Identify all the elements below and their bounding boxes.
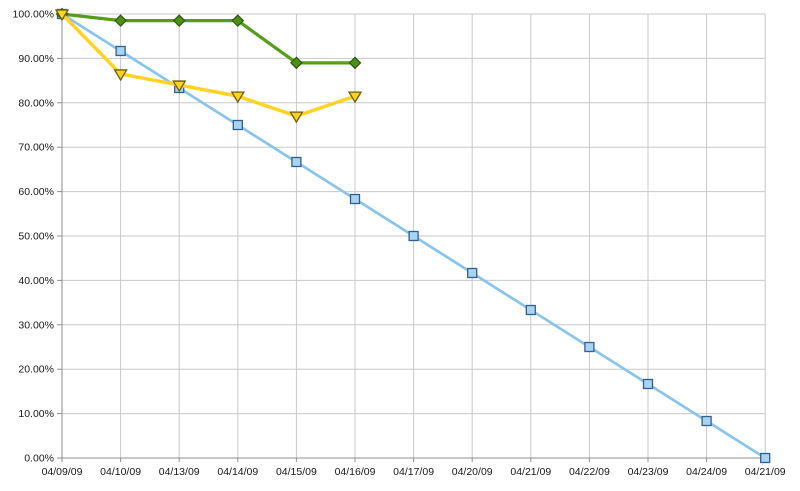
square-marker: [408, 230, 419, 242]
triangle-down-marker: [347, 91, 363, 104]
x-axis-tick-label: 04/22/09: [569, 466, 610, 478]
series-yellow-triangles: [54, 9, 363, 124]
diamond-marker: [172, 14, 186, 28]
square-marker: [349, 193, 361, 205]
triangle-down-marker: [172, 80, 187, 93]
x-axis-tick-label: 04/20/09: [452, 466, 493, 478]
x-axis-tick-label: 04/16/09: [335, 466, 376, 478]
diamond-marker: [231, 14, 245, 28]
triangle-down-marker: [289, 111, 304, 124]
triangle-down-marker: [54, 9, 70, 22]
x-axis-tick-label: 04/21/09: [510, 466, 551, 478]
y-axis-tick-label: 70.00%: [18, 142, 54, 154]
diamond-marker: [114, 14, 127, 28]
y-axis-tick-label: 50.00%: [18, 231, 54, 243]
diamond-marker: [290, 56, 303, 70]
y-axis-tick-label: 90.00%: [18, 53, 54, 65]
y-axis-labels: 0.00% 10.00% 20.00% 30.00% 40.00% 50.00% 60.00…: [13, 9, 62, 465]
square-marker: [115, 45, 126, 57]
x-axis-tick-label: 04/24/09: [686, 466, 727, 478]
square-marker: [525, 304, 536, 316]
y-axis-tick-label: 100.00%: [13, 9, 54, 21]
y-axis-tick-label: 30.00%: [18, 319, 54, 331]
triangle-down-marker: [230, 91, 245, 104]
x-axis-tick-label: 04/09/09: [42, 466, 83, 478]
y-axis-tick-label: 10.00%: [18, 408, 54, 420]
x-axis-tick-label: 04/14/09: [217, 466, 258, 478]
x-axis-tick-label: 04/17/09: [393, 466, 434, 478]
x-axis-tick-label: 04/15/09: [276, 466, 317, 478]
x-axis-tick-label: 04/13/09: [159, 466, 200, 478]
y-axis-tick-label: 60.00%: [18, 186, 54, 198]
square-marker: [584, 341, 595, 353]
y-axis-tick-label: 20.00%: [18, 364, 54, 376]
x-axis-tick-label: 04/10/09: [100, 466, 141, 478]
square-marker: [232, 119, 243, 131]
square-marker: [642, 378, 654, 390]
x-axis-tick-label: 04/21/09: [745, 466, 786, 478]
x-axis-tick-label: 04/23/09: [628, 466, 669, 478]
triangle-down-marker: [113, 69, 128, 82]
x-axis-labels: 04/09/09 04/10/09 04/13/09 04/14/09 04/15/09…: [42, 458, 786, 478]
y-axis-tick-label: 40.00%: [18, 275, 54, 287]
diamond-marker: [348, 56, 362, 70]
series-line-green-diamonds: [60, 12, 357, 65]
square-marker: [760, 452, 771, 464]
square-marker: [291, 156, 302, 168]
series-line-yellow-triangles: [60, 12, 357, 118]
square-marker: [701, 415, 712, 427]
y-axis-tick-label: 0.00%: [24, 453, 54, 465]
y-axis-tick-label: 80.00%: [18, 97, 54, 109]
square-marker: [467, 267, 478, 279]
